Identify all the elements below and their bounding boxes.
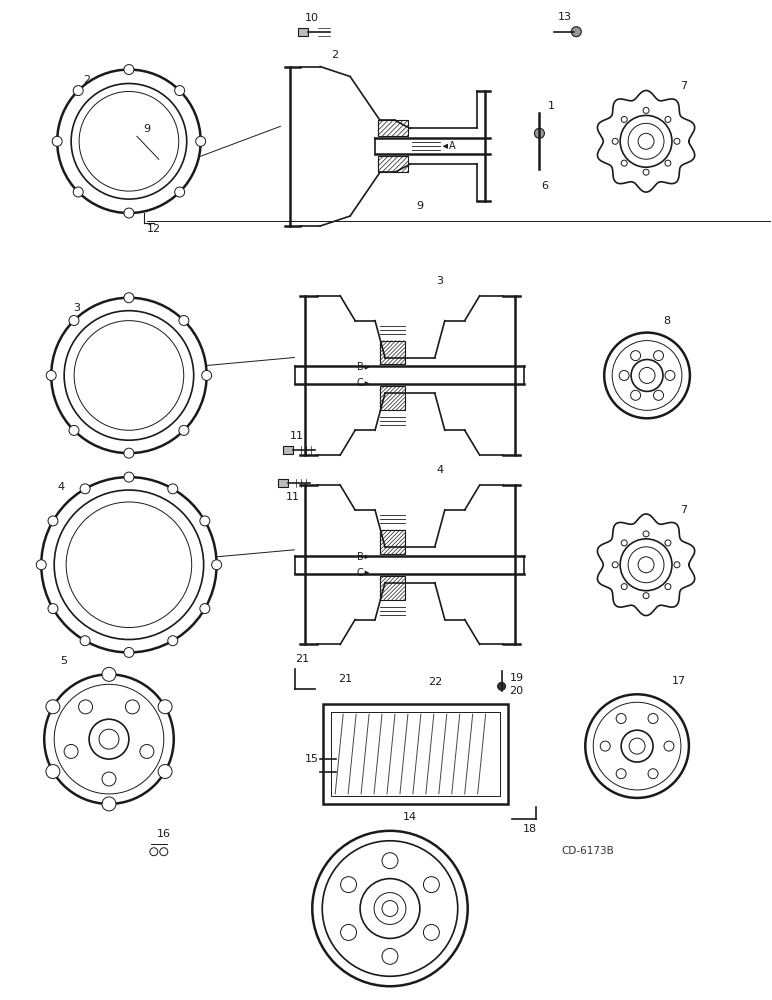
Text: 3: 3 [436, 276, 443, 286]
Text: B: B [357, 362, 364, 372]
Text: 9: 9 [416, 201, 423, 211]
Text: 7: 7 [680, 505, 688, 515]
Circle shape [69, 316, 79, 325]
Circle shape [158, 765, 172, 778]
Text: B: B [357, 552, 364, 562]
Text: 14: 14 [403, 812, 417, 822]
Circle shape [46, 765, 60, 778]
Circle shape [46, 700, 60, 714]
Circle shape [36, 560, 46, 570]
Bar [323, 704, 507, 804]
Text: CD-6173B: CD-6173B [561, 846, 614, 856]
Text: 2: 2 [332, 50, 339, 60]
Text: 21: 21 [295, 654, 310, 664]
Circle shape [571, 27, 581, 37]
Circle shape [179, 316, 189, 325]
Text: 9: 9 [144, 124, 151, 134]
Text: 18: 18 [523, 824, 537, 834]
Circle shape [73, 86, 83, 96]
Text: 4: 4 [436, 465, 443, 475]
Circle shape [200, 516, 210, 526]
Bar [380, 341, 405, 364]
Text: 5: 5 [61, 656, 68, 666]
Circle shape [124, 293, 134, 303]
Circle shape [168, 484, 178, 494]
Circle shape [174, 86, 185, 96]
Circle shape [158, 700, 172, 714]
Text: 19: 19 [510, 673, 523, 683]
Text: 21: 21 [338, 674, 352, 684]
Text: 8: 8 [663, 316, 671, 326]
Bar [279, 479, 289, 487]
Bar [380, 576, 405, 600]
Circle shape [498, 682, 506, 690]
Circle shape [174, 187, 185, 197]
Bar [380, 530, 405, 554]
Text: 6: 6 [541, 181, 548, 191]
Text: 11: 11 [286, 492, 300, 502]
Circle shape [73, 187, 83, 197]
Circle shape [201, 370, 212, 380]
Text: C: C [357, 378, 364, 388]
Text: 20: 20 [510, 686, 523, 696]
Text: 15: 15 [305, 754, 320, 764]
Bar [283, 446, 293, 454]
Text: 2: 2 [83, 75, 90, 85]
Text: A: A [449, 141, 455, 151]
Text: 12: 12 [147, 224, 161, 234]
Circle shape [124, 647, 134, 657]
Circle shape [52, 136, 63, 146]
Text: 10: 10 [305, 13, 320, 23]
Circle shape [124, 448, 134, 458]
Text: 4: 4 [58, 482, 65, 492]
Text: 17: 17 [672, 676, 686, 686]
Bar [378, 156, 408, 172]
Circle shape [168, 636, 178, 646]
Text: 3: 3 [73, 303, 80, 313]
Circle shape [102, 667, 116, 681]
Circle shape [48, 516, 58, 526]
Text: 13: 13 [557, 12, 571, 22]
Bar [378, 120, 408, 136]
Text: 22: 22 [428, 677, 442, 687]
Circle shape [534, 128, 544, 138]
Text: 1: 1 [548, 101, 555, 111]
Text: C: C [357, 568, 364, 578]
Circle shape [80, 636, 90, 646]
Text: 7: 7 [680, 81, 688, 91]
Circle shape [179, 425, 189, 435]
Circle shape [124, 208, 134, 218]
Circle shape [80, 484, 90, 494]
Bar [380, 386, 405, 410]
Text: 16: 16 [157, 829, 171, 839]
Circle shape [212, 560, 222, 570]
Circle shape [46, 370, 56, 380]
Bar [331, 712, 499, 796]
Circle shape [124, 472, 134, 482]
Text: 11: 11 [290, 431, 304, 441]
Bar [298, 28, 308, 36]
Circle shape [48, 604, 58, 614]
Circle shape [102, 797, 116, 811]
Circle shape [195, 136, 205, 146]
Circle shape [124, 65, 134, 75]
Circle shape [69, 425, 79, 435]
Circle shape [200, 604, 210, 614]
